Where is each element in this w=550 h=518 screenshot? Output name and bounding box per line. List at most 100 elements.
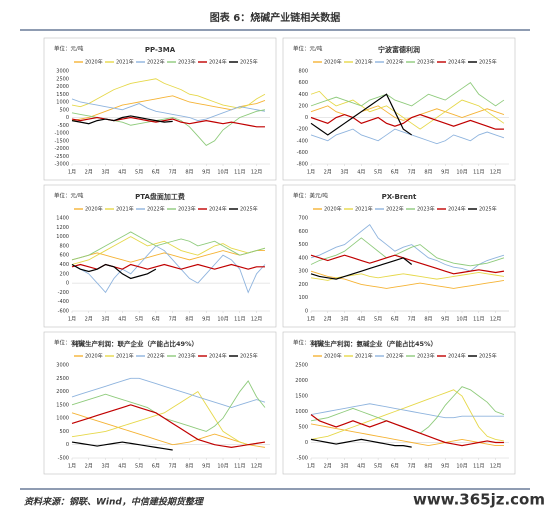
y-tick-label: 2500	[56, 76, 69, 82]
y-tick-label: 400	[298, 92, 308, 98]
x-tick-label: 5月	[374, 464, 382, 470]
x-tick-label: 10月	[217, 317, 228, 323]
series-line	[310, 82, 505, 107]
y-tick-label: -500	[58, 123, 69, 129]
legend-label: 2023年	[417, 206, 435, 213]
y-tick-label: -400	[297, 138, 308, 144]
series-line	[71, 412, 266, 448]
x-tick-label: 8月	[424, 317, 432, 323]
legend-label: 2022年	[147, 353, 165, 360]
x-tick-label: 11月	[234, 317, 245, 323]
y-tick-label: -1500	[54, 138, 69, 144]
legend-label: 2024年	[209, 353, 227, 360]
x-tick-label: 9月	[441, 464, 449, 470]
y-tick-label: 0	[305, 309, 308, 315]
x-tick-label: 6月	[391, 170, 399, 176]
y-tick-label: 500	[298, 425, 308, 431]
legend-label: 2022年	[386, 206, 404, 213]
x-tick-label: 8月	[185, 170, 193, 176]
x-tick-label: 12月	[251, 317, 262, 323]
y-tick-label: 3000	[56, 69, 69, 75]
legend-label: 2022年	[386, 59, 404, 66]
x-tick-label: 9月	[202, 317, 210, 323]
legend-label: 2020年	[324, 353, 342, 360]
x-tick-label: 8月	[424, 170, 432, 176]
x-tick-label: 1月	[68, 170, 76, 176]
legend-label: 2025年	[240, 206, 258, 213]
x-tick-label: 12月	[490, 464, 501, 470]
x-tick-label: 11月	[473, 317, 484, 323]
x-tick-label: 2月	[324, 317, 332, 323]
x-tick-label: 9月	[441, 170, 449, 176]
x-tick-label: 4月	[118, 170, 126, 176]
y-tick-label: 600	[298, 229, 308, 235]
y-tick-label: 1500	[56, 92, 69, 98]
chart-title: 纯碱生产利润：氨碱企业（产能占比45%）	[311, 339, 437, 348]
series-line	[310, 270, 505, 289]
x-tick-label: 7月	[408, 170, 416, 176]
y-tick-label: 2000	[56, 84, 69, 90]
x-tick-label: 11月	[473, 170, 484, 176]
x-tick-label: 3月	[101, 317, 109, 323]
x-tick-label: 3月	[101, 170, 109, 176]
series-line	[71, 263, 157, 280]
series-line	[71, 390, 266, 446]
x-tick-label: 9月	[202, 170, 210, 176]
legend-label: 2025年	[240, 59, 258, 66]
unit-label: 单位：元/吨	[293, 45, 323, 53]
legend-label: 2023年	[178, 353, 196, 360]
y-tick-label: 300	[298, 269, 308, 275]
y-tick-label: 500	[59, 107, 69, 113]
x-tick-label: 10月	[217, 464, 228, 470]
x-tick-label: 6月	[152, 170, 160, 176]
series-line	[310, 113, 504, 130]
series-line	[71, 380, 266, 432]
legend-label: 2022年	[147, 59, 165, 66]
y-tick-label: -2000	[54, 146, 69, 152]
chart-title: PTA盘面加工费	[135, 192, 185, 201]
unit-label: 单位：元/吨	[54, 45, 84, 53]
x-tick-label: 12月	[251, 170, 262, 176]
y-tick-label: 1400	[56, 216, 69, 222]
legend-label: 2024年	[448, 353, 466, 360]
legend-label: 2020年	[324, 59, 342, 66]
x-tick-label: 7月	[408, 464, 416, 470]
unit-label: 单位：美元/吨	[293, 192, 328, 200]
x-tick-label: 5月	[135, 170, 143, 176]
x-tick-label: 1月	[68, 317, 76, 323]
series-line	[71, 441, 173, 451]
legend-label: 2024年	[209, 59, 227, 66]
x-tick-label: 4月	[118, 317, 126, 323]
y-tick-label: -500	[58, 456, 69, 462]
series-line	[310, 389, 505, 442]
series-line	[310, 423, 504, 447]
series-line	[71, 404, 266, 448]
y-tick-label: 2000	[56, 389, 69, 395]
x-tick-label: 2月	[324, 464, 332, 470]
y-tick-label: -400	[58, 299, 69, 305]
legend-label: 2020年	[85, 59, 103, 66]
series-line	[71, 115, 173, 125]
legend-label: 2020年	[324, 206, 342, 213]
y-tick-label: -3000	[54, 162, 69, 168]
x-tick-label: 7月	[169, 464, 177, 470]
x-tick-label: 1月	[307, 317, 315, 323]
x-tick-label: 12月	[490, 170, 501, 176]
x-tick-label: 11月	[473, 464, 484, 470]
legend-label: 2023年	[417, 59, 435, 66]
x-tick-label: 10月	[456, 170, 467, 176]
unit-label: 单位：元/吨	[54, 192, 84, 200]
series-line	[310, 223, 505, 272]
series-line	[310, 254, 505, 275]
x-tick-label: 10月	[456, 464, 467, 470]
y-tick-label: 2500	[56, 376, 69, 382]
y-tick-label: -600	[58, 309, 69, 315]
y-tick-label: 1000	[56, 100, 69, 106]
legend-label: 2021年	[116, 59, 134, 66]
x-tick-label: 8月	[185, 317, 193, 323]
series-line	[71, 377, 266, 408]
y-tick-label: 0	[66, 281, 69, 287]
y-tick-label: 0	[305, 440, 308, 446]
legend-label: 2025年	[479, 59, 497, 66]
y-tick-label: -500	[297, 456, 308, 462]
